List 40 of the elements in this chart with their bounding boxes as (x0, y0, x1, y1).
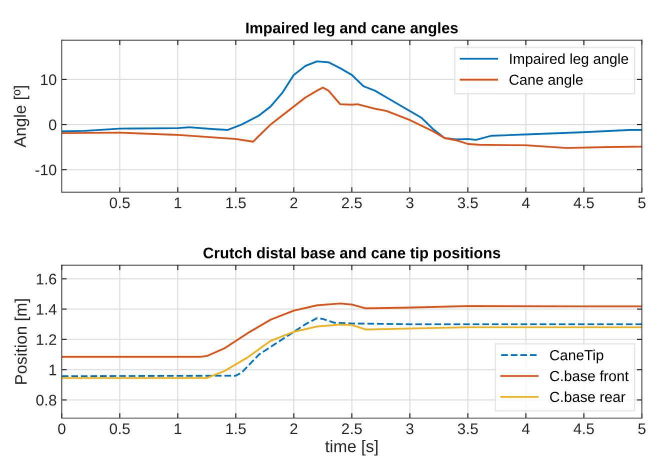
y-tick-label: 1.4 (36, 304, 56, 315)
chart-title: Crutch distal base and cane tip positions (203, 247, 500, 262)
y-tick-label: -10 (35, 164, 56, 176)
y-tick-label: 1 (50, 364, 56, 376)
legend-label: CaneTip (550, 350, 604, 364)
x-tick-label: 5 (638, 198, 646, 208)
x-tick-label: 2 (290, 197, 298, 208)
x-tick-label: 0 (58, 423, 66, 434)
x-tick-label: 2 (290, 423, 298, 434)
x-tick-label: 4.5 (574, 198, 594, 208)
x-tick-label: 3.5 (458, 423, 478, 434)
legend-label: Impaired leg angle (510, 53, 628, 67)
chart-title: Impaired leg and cane angles (246, 22, 458, 36)
x-tick-label: 4 (522, 424, 530, 434)
x-tick-label: 4 (522, 198, 530, 208)
y-axis-title: Angle [º] (14, 86, 30, 148)
x-tick-label: 1 (174, 198, 182, 208)
x-tick-label: 3 (406, 423, 414, 434)
legend-label: C.base rear (550, 391, 626, 402)
legend-label: Cane angle (510, 74, 583, 88)
x-tick-label: 4.5 (574, 424, 594, 434)
y-tick-label: 1.2 (36, 334, 56, 345)
y-tick-label: 10 (41, 74, 56, 86)
x-tick-label: 0.5 (110, 423, 130, 434)
y-tick-label: 0 (49, 119, 56, 130)
x-axis-title: time [s] (325, 440, 378, 456)
x-tick-label: 1.5 (226, 198, 246, 208)
x-tick-label: 2.5 (342, 423, 362, 434)
y-tick-label: 1.6 (36, 274, 56, 284)
legend-label: C.base front (550, 370, 629, 382)
x-tick-label: 3 (406, 197, 414, 208)
x-tick-label: 5 (638, 424, 646, 434)
x-tick-label: 0.5 (110, 197, 130, 208)
line-series (62, 86, 642, 149)
y-axis-title: Position [m] (14, 299, 30, 384)
x-tick-label: 1 (174, 424, 182, 434)
y-tick-label: 0.8 (36, 394, 56, 406)
x-tick-label: 3.5 (458, 197, 478, 208)
x-tick-label: 2.5 (342, 197, 362, 208)
x-tick-label: 1.5 (226, 424, 246, 434)
